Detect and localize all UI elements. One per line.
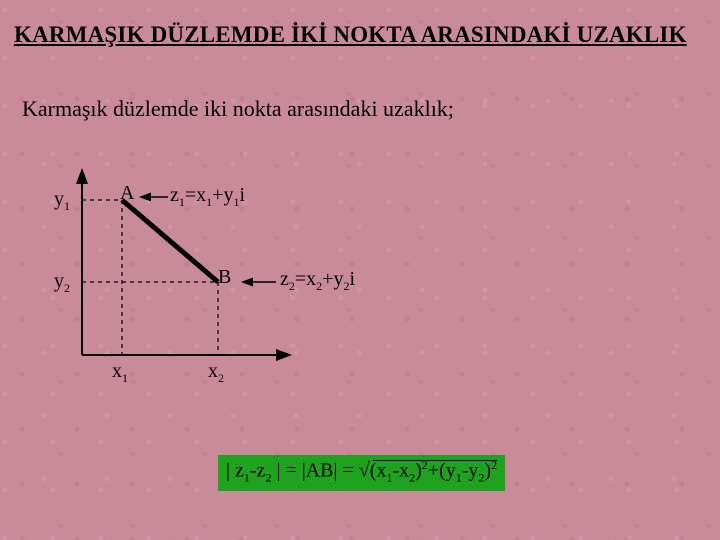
- y2-text: y: [54, 270, 64, 292]
- label-z1: z1=x1+y1i: [170, 184, 245, 210]
- label-z2: z2=x2+y2i: [280, 268, 355, 294]
- f-lhs-close: | = |AB| =: [271, 460, 358, 482]
- distance-formula: | z1-z2 | = |AB| = √(x1-x2)2+(y1-y2)2: [218, 455, 505, 491]
- f-rx-open: (x: [370, 460, 387, 482]
- y2-sub: 2: [64, 281, 70, 295]
- z2-i: i: [349, 268, 355, 290]
- y1-sub: 1: [64, 199, 70, 213]
- f-lhs-open: | z: [226, 460, 244, 482]
- x2-sub: 2: [218, 371, 224, 385]
- label-x2: x2: [208, 360, 224, 386]
- segment-AB: [122, 200, 218, 282]
- slide-subtitle: Karmaşık düzlemde iki nokta arasındaki u…: [22, 96, 454, 122]
- f-sqrt-bar: [373, 460, 497, 461]
- f-ry-open: (y: [439, 460, 456, 482]
- f-rx-mid: -x: [392, 460, 409, 482]
- z1-z: z: [170, 184, 179, 206]
- f-sqrt-sign: √: [359, 460, 370, 482]
- f-rx-close: ): [415, 460, 422, 482]
- label-B: B: [218, 266, 231, 289]
- y1-text: y: [54, 188, 64, 210]
- f-radical: √(x1-x2)2+(y1-y2)2: [359, 458, 497, 486]
- z2-z: z: [280, 268, 289, 290]
- z2-plusy: +y: [322, 268, 343, 290]
- f-ry-mid: -y: [462, 460, 479, 482]
- label-y1: y1: [54, 188, 70, 214]
- label-y2: y2: [54, 270, 70, 296]
- label-A: A: [120, 182, 134, 205]
- x2-text: x: [208, 360, 218, 382]
- f-plus: +: [428, 460, 439, 482]
- x1-sub: 1: [122, 371, 128, 385]
- f-lhs-mid: -z: [250, 460, 266, 482]
- complex-plane-plot: y1 y2 A z1=x1+y1i B z2=x2+y2i x1 x2: [40, 160, 400, 400]
- z1-i: i: [239, 184, 245, 206]
- z2-eqx: =x: [295, 268, 316, 290]
- slide-title: KARMAŞIK DÜZLEMDE İKİ NOKTA ARASINDAKİ U…: [14, 22, 687, 48]
- label-x1: x1: [112, 360, 128, 386]
- z1-plusy: +y: [212, 184, 233, 206]
- z1-eqx: =x: [185, 184, 206, 206]
- x1-text: x: [112, 360, 122, 382]
